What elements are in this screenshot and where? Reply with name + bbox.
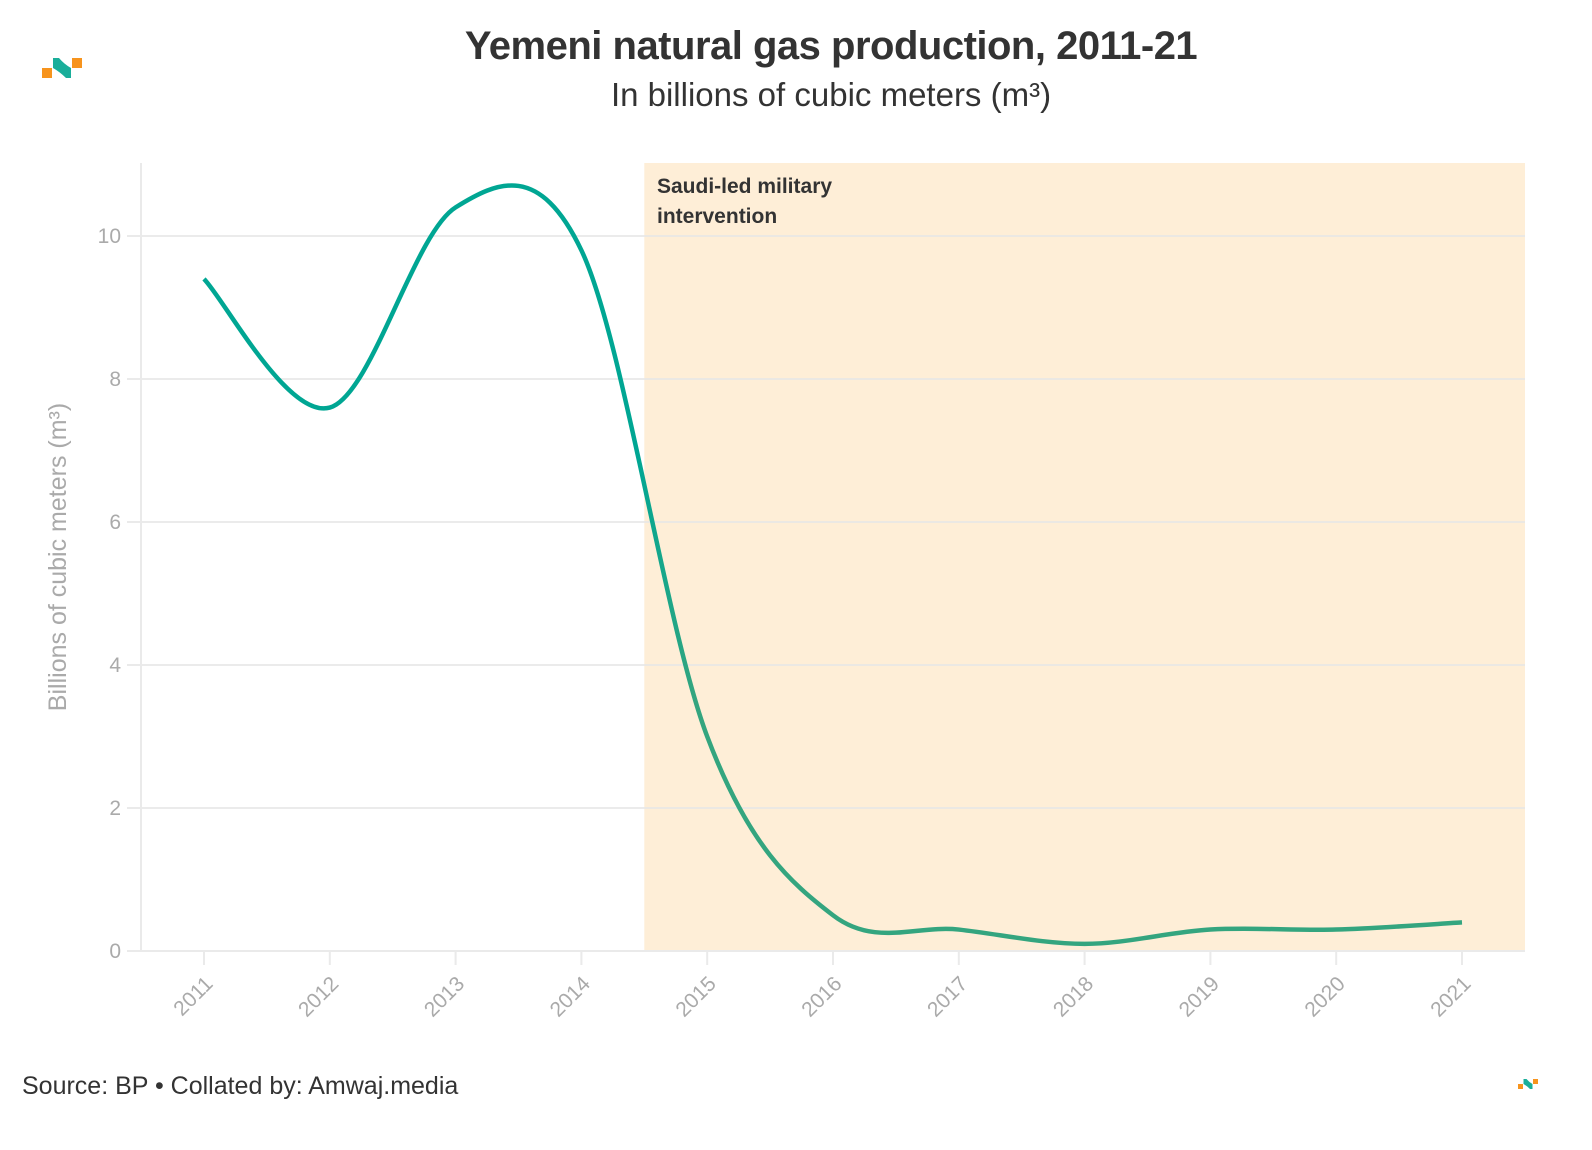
shaded-region-layer [644,163,1525,951]
x-tick-label: 2019 [1175,972,1224,1021]
amwaj-logo-small-icon [1518,1078,1540,1090]
data-point [1460,920,1464,924]
data-point [1334,928,1338,932]
annotation-line-1: Saudi-led military [657,175,832,198]
data-point [579,248,583,252]
data-point [831,913,835,917]
y-tick-label: 10 [98,225,121,248]
y-tick-label: 0 [109,940,121,963]
x-tick-label: 2014 [546,972,596,1022]
source-note: Source: BP • Collated by: Amwaj.media [22,1072,459,1100]
y-tick-label: 6 [109,511,121,534]
y-tick-label: 4 [109,654,121,677]
x-tick-label: 2016 [797,972,846,1021]
amwaj-logo-icon [42,58,86,82]
x-tick-label: 2012 [294,972,343,1021]
data-point [454,205,458,209]
y-tick-label: 2 [109,797,121,820]
axis-layer [127,163,1525,965]
data-point [705,735,709,739]
annotation-line-2: intervention [657,205,777,228]
chart-subtitle: In billions of cubic meters (m³) [610,76,1052,113]
y-axis-label: Billions of cubic meters (m³) [44,403,72,711]
series-line-gas-production [202,183,1463,947]
data-point [1083,942,1087,946]
x-tick-label: 2017 [923,972,972,1021]
data-point [1208,928,1212,932]
grid-layer [127,235,1525,952]
x-tick-label: 2021 [1426,972,1475,1021]
data-point [957,928,961,932]
x-tick-label: 2020 [1300,972,1349,1021]
y-tick-label: 8 [109,368,121,391]
line-layer [202,183,1464,947]
x-tick-label: 2015 [671,972,720,1021]
chart-title: Yemeni natural gas production, 2011-21 [464,24,1198,68]
data-point [328,406,332,410]
data-point [202,277,206,281]
x-tick-label: 2011 [169,972,217,1020]
x-tick-label: 2018 [1049,972,1098,1021]
x-tick-label: 2013 [420,972,469,1021]
intervention-shaded-region [644,163,1525,951]
line-chart: 0 2 4 6 8 10 2011 2012 2013 2014 2015 2016 2017 2018 2… [44,163,1525,1022]
